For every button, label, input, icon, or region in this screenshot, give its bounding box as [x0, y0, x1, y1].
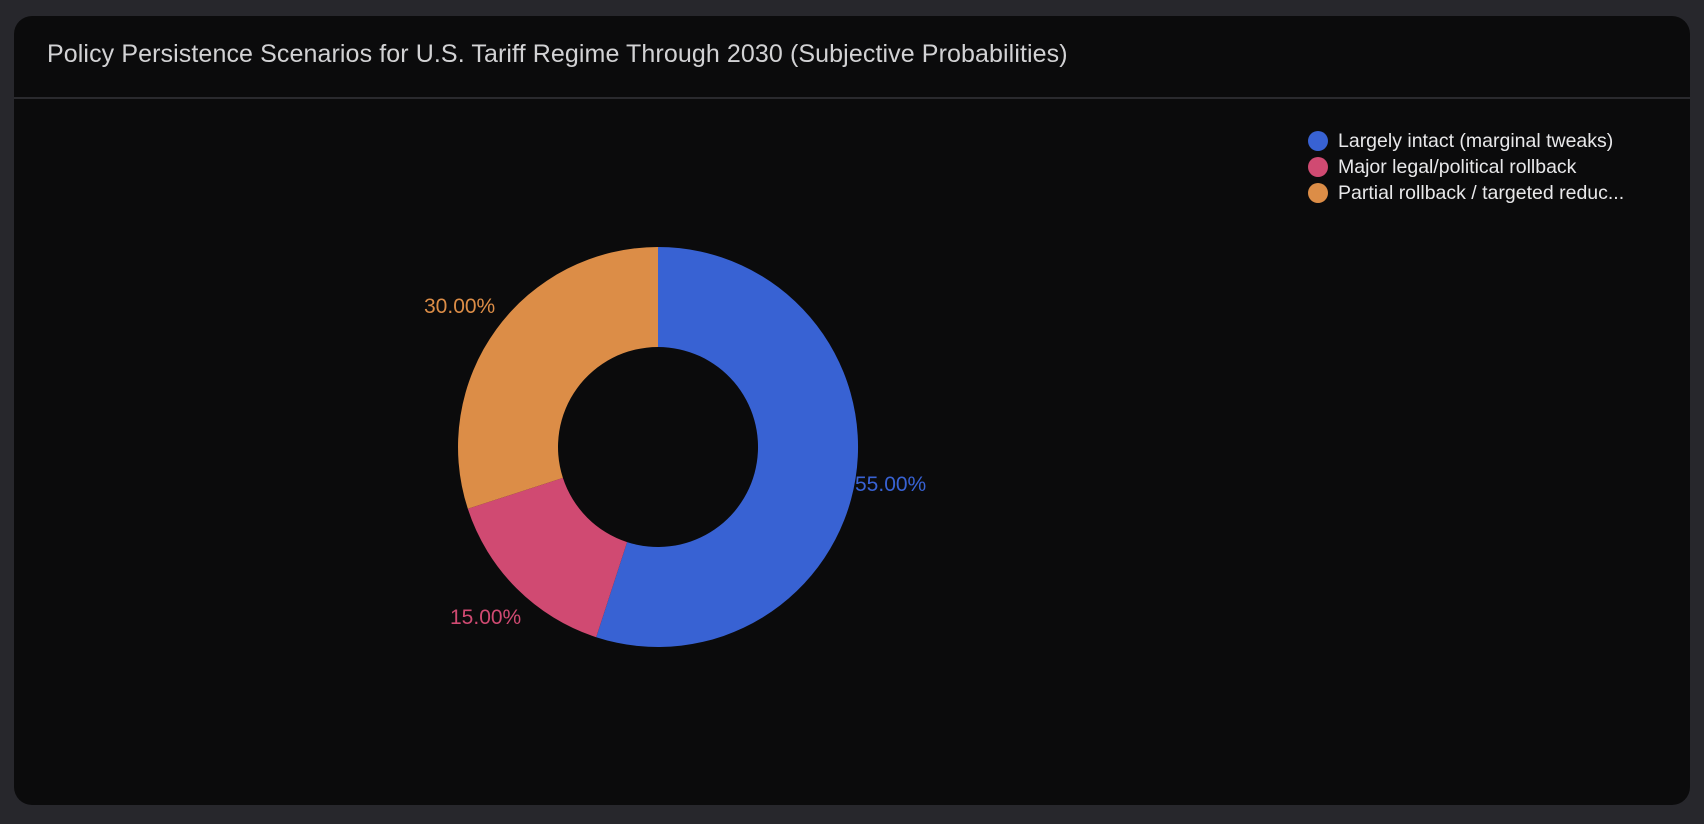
chart-legend: Largely intact (marginal tweaks) Major l…: [1308, 128, 1624, 206]
legend-label: Partial rollback / targeted reduc...: [1338, 181, 1625, 204]
chart-card: Policy Persistence Scenarios for U.S. Ta…: [14, 16, 1690, 805]
donut-chart: 55.00% 15.00% 30.00%: [424, 247, 926, 647]
slice-label-largely-intact: 55.00%: [855, 473, 926, 496]
chart-title: Policy Persistence Scenarios for U.S. Ta…: [47, 40, 1068, 68]
slice-partial-rollback[interactable]: [458, 247, 658, 509]
slice-label-partial-rollback: 30.00%: [424, 295, 495, 318]
legend-label: Largely intact (marginal tweaks): [1338, 129, 1614, 152]
legend-dot-icon: [1308, 157, 1328, 177]
legend-item-largely-intact[interactable]: Largely intact (marginal tweaks): [1308, 128, 1624, 154]
legend-item-partial-rollback[interactable]: Partial rollback / targeted reduc...: [1308, 180, 1624, 206]
slice-major-rollback[interactable]: [467, 477, 628, 638]
card-header: Policy Persistence Scenarios for U.S. Ta…: [14, 16, 1690, 99]
slice-largely-intact[interactable]: [596, 247, 859, 647]
legend-dot-icon: [1308, 131, 1328, 151]
legend-dot-icon: [1308, 183, 1328, 203]
slice-label-major-rollback: 15.00%: [450, 606, 521, 629]
legend-label: Major legal/political rollback: [1338, 155, 1577, 178]
legend-item-major-rollback[interactable]: Major legal/political rollback: [1308, 154, 1624, 180]
